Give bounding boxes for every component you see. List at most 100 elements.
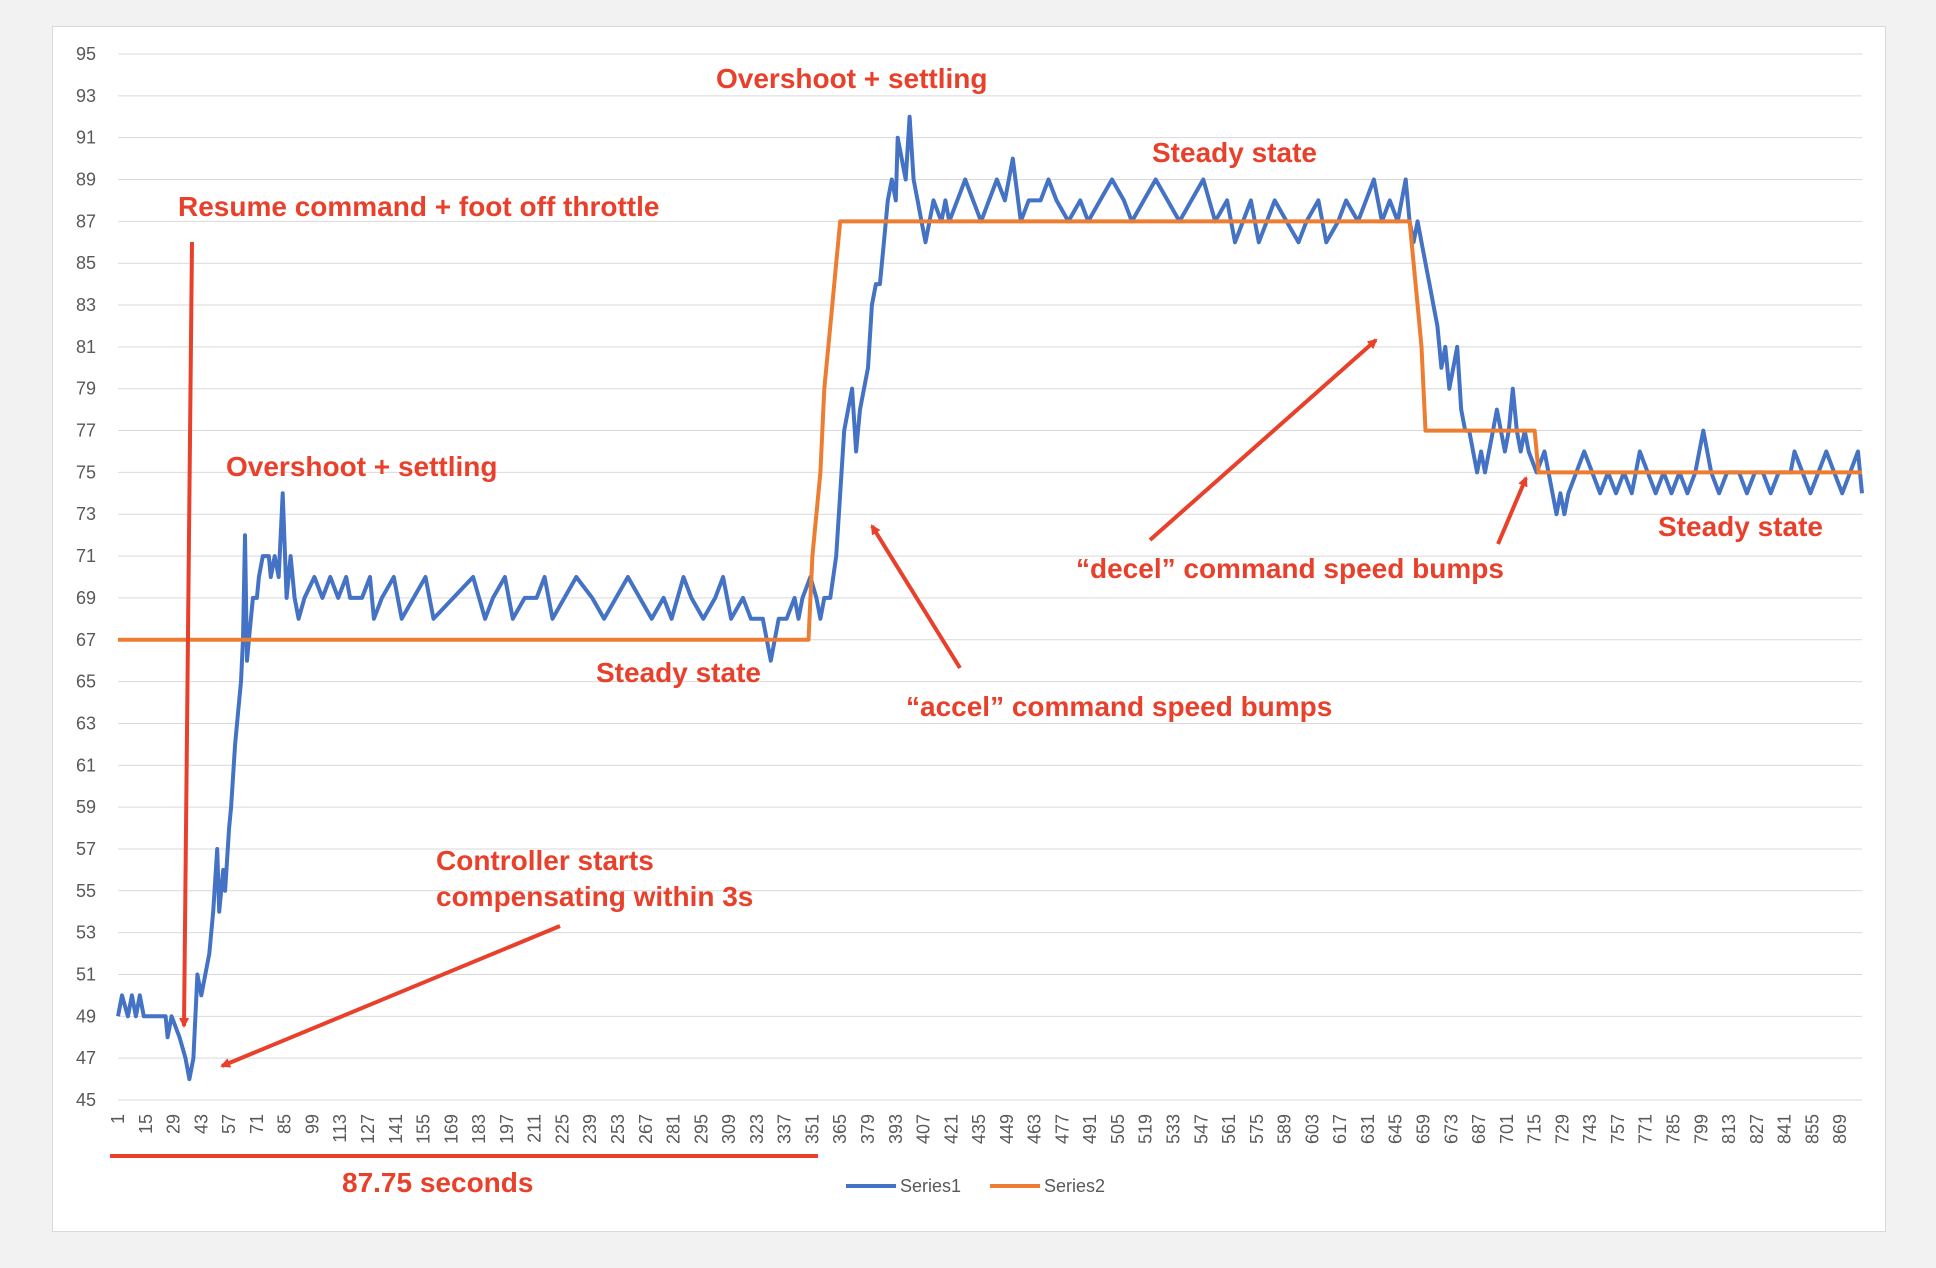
annotations: Resume command + foot off throttle Overs… — [110, 63, 1823, 1198]
x-tick-label: 239 — [580, 1114, 600, 1144]
x-tick-label: 813 — [1719, 1114, 1739, 1144]
chart-frame — [52, 26, 1886, 1232]
annotation-overshoot-2: Overshoot + settling — [716, 63, 988, 94]
x-tick-label: 449 — [997, 1114, 1017, 1144]
y-tick-label: 91 — [76, 128, 96, 148]
x-tick-label: 855 — [1802, 1114, 1822, 1144]
y-tick-label: 53 — [76, 923, 96, 943]
annotation-decel: “decel” command speed bumps — [1076, 553, 1504, 584]
x-tick-label: 43 — [191, 1114, 211, 1134]
x-tick-label: 85 — [275, 1114, 295, 1134]
x-tick-label: 323 — [747, 1114, 767, 1144]
x-tick-label: 673 — [1441, 1114, 1461, 1144]
y-tick-label: 85 — [76, 253, 96, 273]
x-tick-label: 365 — [830, 1114, 850, 1144]
x-tick-label: 421 — [941, 1114, 961, 1144]
x-tick-label: 211 — [525, 1114, 545, 1143]
x-tick-label: 127 — [358, 1114, 378, 1144]
x-tick-label: 575 — [1247, 1114, 1267, 1144]
y-tick-label: 93 — [76, 86, 96, 106]
x-tick-label: 169 — [441, 1114, 461, 1144]
y-axis-ticks: 45 47 49 51 53 55 57 59 61 63 65 67 69 71 73 75 77 79 81 83… — [76, 44, 96, 1110]
x-tick-label: 687 — [1469, 1114, 1489, 1144]
x-tick-label: 589 — [1275, 1114, 1295, 1144]
y-tick-label: 79 — [76, 379, 96, 399]
x-tick-label: 757 — [1608, 1114, 1628, 1144]
x-tick-label: 715 — [1525, 1114, 1545, 1144]
arrow-decel-1 — [1148, 338, 1378, 542]
legend: Series1 Series2 — [846, 1176, 1105, 1196]
x-tick-label: 155 — [414, 1114, 434, 1144]
x-tick-label: 701 — [1497, 1114, 1517, 1144]
x-tick-label: 267 — [636, 1114, 656, 1144]
x-tick-label: 393 — [886, 1114, 906, 1144]
x-tick-label: 561 — [1219, 1114, 1239, 1144]
y-tick-label: 65 — [76, 672, 96, 692]
x-tick-label: 771 — [1636, 1114, 1656, 1144]
x-tick-label: 785 — [1664, 1114, 1684, 1144]
x-tick-label: 407 — [914, 1114, 934, 1144]
y-tick-label: 73 — [76, 504, 96, 524]
x-tick-label: 113 — [330, 1114, 350, 1143]
x-tick-label: 477 — [1052, 1114, 1072, 1144]
y-tick-label: 81 — [76, 337, 96, 357]
annotation-overshoot-1: Overshoot + settling — [226, 451, 498, 482]
x-tick-label: 729 — [1552, 1114, 1572, 1144]
series-line-series2 — [118, 219, 1862, 642]
y-tick-label: 77 — [76, 421, 96, 441]
x-tick-label: 57 — [219, 1114, 239, 1134]
x-tick-label: 351 — [802, 1114, 822, 1144]
x-tick-label: 225 — [552, 1114, 572, 1144]
x-tick-label: 71 — [247, 1114, 267, 1134]
x-tick-label: 827 — [1747, 1114, 1767, 1144]
x-tick-label: 869 — [1830, 1114, 1850, 1144]
x-tick-label: 631 — [1358, 1114, 1378, 1144]
series-line-series1 — [116, 114, 1864, 1082]
y-tick-label: 63 — [76, 713, 96, 733]
y-tick-label: 75 — [76, 462, 96, 482]
y-tick-label: 51 — [76, 964, 96, 984]
x-tick-label: 379 — [858, 1114, 878, 1144]
x-tick-label: 799 — [1691, 1114, 1711, 1144]
x-axis-ticks: 1 15 29 43 57 71 85 99 113 127 141 155 169 183 197 211 2… — [108, 1114, 1850, 1144]
annotation-accel: “accel” command speed bumps — [906, 691, 1332, 722]
y-tick-label: 89 — [76, 170, 96, 190]
y-tick-label: 49 — [76, 1006, 96, 1026]
x-tick-label: 645 — [1386, 1114, 1406, 1144]
y-tick-label: 69 — [76, 588, 96, 608]
annotation-controller-line-1: Controller starts — [436, 845, 654, 876]
x-tick-label: 281 — [664, 1114, 684, 1144]
y-tick-label: 55 — [76, 881, 96, 901]
x-tick-label: 29 — [164, 1114, 184, 1134]
annotation-controller-line-2: compensating within 3s — [436, 881, 753, 912]
y-tick-label: 47 — [76, 1048, 96, 1068]
annotation-steady-2: Steady state — [1152, 137, 1317, 168]
y-tick-label: 61 — [76, 755, 96, 775]
x-tick-label: 337 — [775, 1114, 795, 1144]
legend-label-series1: Series1 — [900, 1176, 961, 1196]
x-tick-label: 659 — [1414, 1114, 1434, 1144]
gridlines — [118, 53, 1862, 1101]
y-tick-label: 83 — [76, 295, 96, 315]
x-tick-label: 197 — [497, 1114, 517, 1144]
arrow-accel — [870, 524, 962, 670]
x-tick-label: 491 — [1080, 1114, 1100, 1144]
x-tick-label: 295 — [691, 1114, 711, 1144]
x-tick-label: 183 — [469, 1114, 489, 1144]
y-tick-label: 59 — [76, 797, 96, 817]
x-tick-label: 743 — [1580, 1114, 1600, 1144]
annotation-steady-1: Steady state — [596, 657, 761, 688]
series-layer — [116, 114, 1864, 1082]
x-tick-label: 15 — [136, 1114, 156, 1134]
annotation-duration: 87.75 seconds — [342, 1167, 533, 1198]
y-tick-label: 87 — [76, 211, 96, 231]
y-tick-label: 95 — [76, 44, 96, 64]
y-tick-label: 45 — [76, 1090, 96, 1110]
x-tick-label: 99 — [302, 1114, 322, 1134]
annotation-steady-3: Steady state — [1658, 511, 1823, 542]
x-tick-label: 841 — [1775, 1114, 1795, 1144]
x-tick-label: 547 — [1191, 1114, 1211, 1144]
legend-label-series2: Series2 — [1044, 1176, 1105, 1196]
arrow-resume — [179, 241, 194, 1028]
